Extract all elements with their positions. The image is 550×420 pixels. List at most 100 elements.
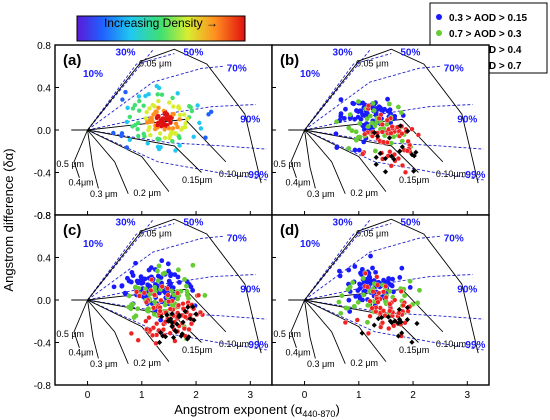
radius-curve-1 bbox=[73, 299, 88, 348]
aod-mid-point bbox=[364, 116, 370, 122]
aod-extreme-point bbox=[169, 323, 175, 329]
aod-low-point bbox=[356, 147, 362, 153]
aod-high-point bbox=[365, 103, 372, 109]
aod-extreme-point bbox=[409, 339, 415, 345]
radius-label: 0.5 μm bbox=[273, 329, 301, 339]
density-point bbox=[173, 131, 178, 136]
aod-high-point bbox=[380, 308, 387, 314]
colorbar-label: Increasing Density → bbox=[104, 16, 218, 30]
aod-extreme-point bbox=[395, 333, 402, 339]
fraction-label: 99% bbox=[465, 340, 485, 351]
aod-low-point bbox=[370, 265, 375, 271]
radius-label: 0.15μm bbox=[399, 345, 429, 355]
density-point bbox=[155, 144, 161, 149]
aod-extreme-point bbox=[180, 319, 186, 325]
panel-d: 10% 30% 50% 70% 90% 99% 0.05 μm 0.5 μm 0.4μm 0.3 … bbox=[271, 214, 490, 386]
aod-mid-point bbox=[347, 112, 353, 117]
aod-extreme-point bbox=[397, 148, 403, 154]
radius-label: 0.3 μm bbox=[90, 189, 118, 199]
density-point bbox=[157, 137, 162, 142]
fraction-curve-2 bbox=[87, 65, 224, 131]
aod-mid-point bbox=[126, 293, 132, 299]
aod-low-point bbox=[190, 288, 196, 293]
aod-mid-point bbox=[126, 304, 132, 310]
aod-high-point bbox=[409, 126, 415, 132]
aod-mid-point bbox=[155, 268, 160, 274]
aod-low-point bbox=[165, 261, 171, 267]
aod-mid-point bbox=[370, 100, 376, 106]
density-point bbox=[141, 131, 146, 137]
radius-curve-2 bbox=[87, 299, 99, 359]
data-points bbox=[333, 96, 421, 175]
radius-curve-6 bbox=[304, 118, 444, 163]
aod-extreme-point bbox=[405, 128, 411, 134]
radius-curve-3 bbox=[87, 299, 129, 364]
aod-high-point bbox=[379, 129, 385, 135]
aod-low-point bbox=[407, 284, 413, 290]
aod-high-point bbox=[383, 294, 389, 301]
radius-label: 0.3 μm bbox=[90, 359, 118, 369]
density-point bbox=[125, 105, 130, 111]
aod-mid-point bbox=[351, 303, 357, 309]
density-point bbox=[197, 120, 202, 126]
density-point bbox=[156, 98, 161, 104]
radius-label: 0.2 μm bbox=[350, 188, 378, 198]
aod-low-point bbox=[385, 96, 390, 102]
aod-high-point bbox=[197, 309, 204, 315]
aod-high-point bbox=[400, 302, 406, 308]
aod-mid-point bbox=[372, 148, 378, 154]
aod-mid-point bbox=[371, 108, 377, 113]
aod-mid-point bbox=[399, 138, 405, 144]
fraction-curve-1 bbox=[87, 223, 175, 301]
x-tick-label: 1 bbox=[139, 390, 145, 401]
radius-label: 0.15μm bbox=[182, 175, 212, 185]
aod-extreme-point bbox=[185, 304, 191, 310]
density-point bbox=[162, 127, 167, 132]
density-point bbox=[187, 103, 192, 109]
density-point bbox=[177, 117, 182, 122]
aod-high-point bbox=[374, 274, 380, 280]
density-point bbox=[136, 94, 142, 99]
aod-extreme-point bbox=[170, 334, 177, 341]
x-tick-label: 3 bbox=[465, 390, 471, 401]
aod-extreme-point bbox=[359, 330, 365, 336]
aod-mid-point bbox=[175, 296, 180, 302]
fraction-label: 70% bbox=[227, 234, 247, 245]
y-tick-label: 0.4 bbox=[37, 84, 51, 95]
aod-low-point bbox=[346, 267, 352, 273]
x-axis-title: Angstrom exponent (α440-870) bbox=[174, 402, 340, 419]
aod-extreme-point bbox=[373, 154, 379, 160]
aod-extreme-point bbox=[184, 336, 191, 342]
aod-mid-point bbox=[388, 140, 394, 146]
radius-label: 0.3 μm bbox=[307, 189, 335, 199]
panel-label: (b) bbox=[280, 52, 299, 69]
aod-mid-point bbox=[343, 305, 349, 311]
density-point bbox=[171, 104, 176, 109]
fraction-label: 10% bbox=[300, 239, 320, 250]
aod-extreme-point bbox=[398, 319, 404, 325]
density-point bbox=[150, 102, 155, 108]
aod-high-point bbox=[167, 330, 173, 336]
radius-label: 0.05 μm bbox=[139, 58, 172, 68]
density-point bbox=[209, 109, 214, 114]
aod-high-point bbox=[166, 299, 172, 305]
panel-a: 10% 30% 50% 70% 90% 99% 0.05 μm 0.5 μm 0.4μm 0.3 … bbox=[54, 44, 273, 216]
fraction-curve-5 bbox=[304, 299, 484, 351]
density-point bbox=[133, 122, 138, 128]
aod-mid-point bbox=[387, 288, 393, 294]
density-point bbox=[136, 133, 141, 139]
aod-high-point bbox=[405, 138, 411, 145]
density-point bbox=[176, 104, 181, 109]
aod-low-point bbox=[159, 258, 165, 264]
aod-high-point bbox=[398, 288, 404, 294]
radius-curve-1 bbox=[290, 129, 305, 178]
density-point bbox=[145, 120, 150, 125]
aod-low-point bbox=[338, 111, 344, 117]
aod-low-point bbox=[354, 108, 359, 113]
aod-mid-point bbox=[346, 146, 352, 151]
aod-extreme-point bbox=[413, 149, 419, 155]
aod-mid-point bbox=[372, 123, 378, 129]
aod-mid-point bbox=[367, 113, 373, 119]
y-tick-label: -0.8 bbox=[34, 381, 52, 392]
fraction-curve-5 bbox=[87, 129, 267, 181]
